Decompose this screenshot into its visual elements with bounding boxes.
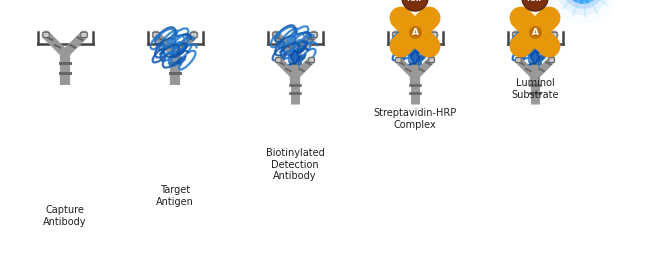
FancyBboxPatch shape <box>273 32 280 37</box>
Circle shape <box>562 0 604 9</box>
FancyBboxPatch shape <box>515 58 521 62</box>
FancyBboxPatch shape <box>549 58 554 62</box>
Text: Target
Antigen: Target Antigen <box>156 185 194 207</box>
FancyBboxPatch shape <box>393 32 399 37</box>
Circle shape <box>567 0 599 4</box>
FancyBboxPatch shape <box>276 58 281 62</box>
Text: Capture
Antibody: Capture Antibody <box>44 205 86 227</box>
Text: A: A <box>411 28 419 37</box>
FancyBboxPatch shape <box>309 58 315 62</box>
Polygon shape <box>291 50 299 64</box>
FancyBboxPatch shape <box>396 58 401 62</box>
FancyBboxPatch shape <box>311 32 317 37</box>
Text: HRP: HRP <box>526 0 544 3</box>
FancyBboxPatch shape <box>153 32 159 37</box>
FancyBboxPatch shape <box>191 32 197 37</box>
Text: HRP: HRP <box>406 0 424 3</box>
Text: Biotinylated
Detection
Antibody: Biotinylated Detection Antibody <box>266 148 324 181</box>
FancyBboxPatch shape <box>429 58 434 62</box>
FancyBboxPatch shape <box>551 32 557 37</box>
FancyBboxPatch shape <box>43 32 49 37</box>
Text: Luminol
Substrate: Luminol Substrate <box>512 78 559 100</box>
Circle shape <box>522 0 548 11</box>
Text: Streptavidin-HRP
Complex: Streptavidin-HRP Complex <box>373 108 456 129</box>
Circle shape <box>402 0 428 11</box>
FancyBboxPatch shape <box>513 32 519 37</box>
Text: A: A <box>532 28 538 37</box>
FancyBboxPatch shape <box>81 32 87 37</box>
FancyBboxPatch shape <box>431 32 437 37</box>
Polygon shape <box>531 50 540 64</box>
Circle shape <box>548 0 618 23</box>
Polygon shape <box>411 50 419 64</box>
Circle shape <box>556 0 610 15</box>
